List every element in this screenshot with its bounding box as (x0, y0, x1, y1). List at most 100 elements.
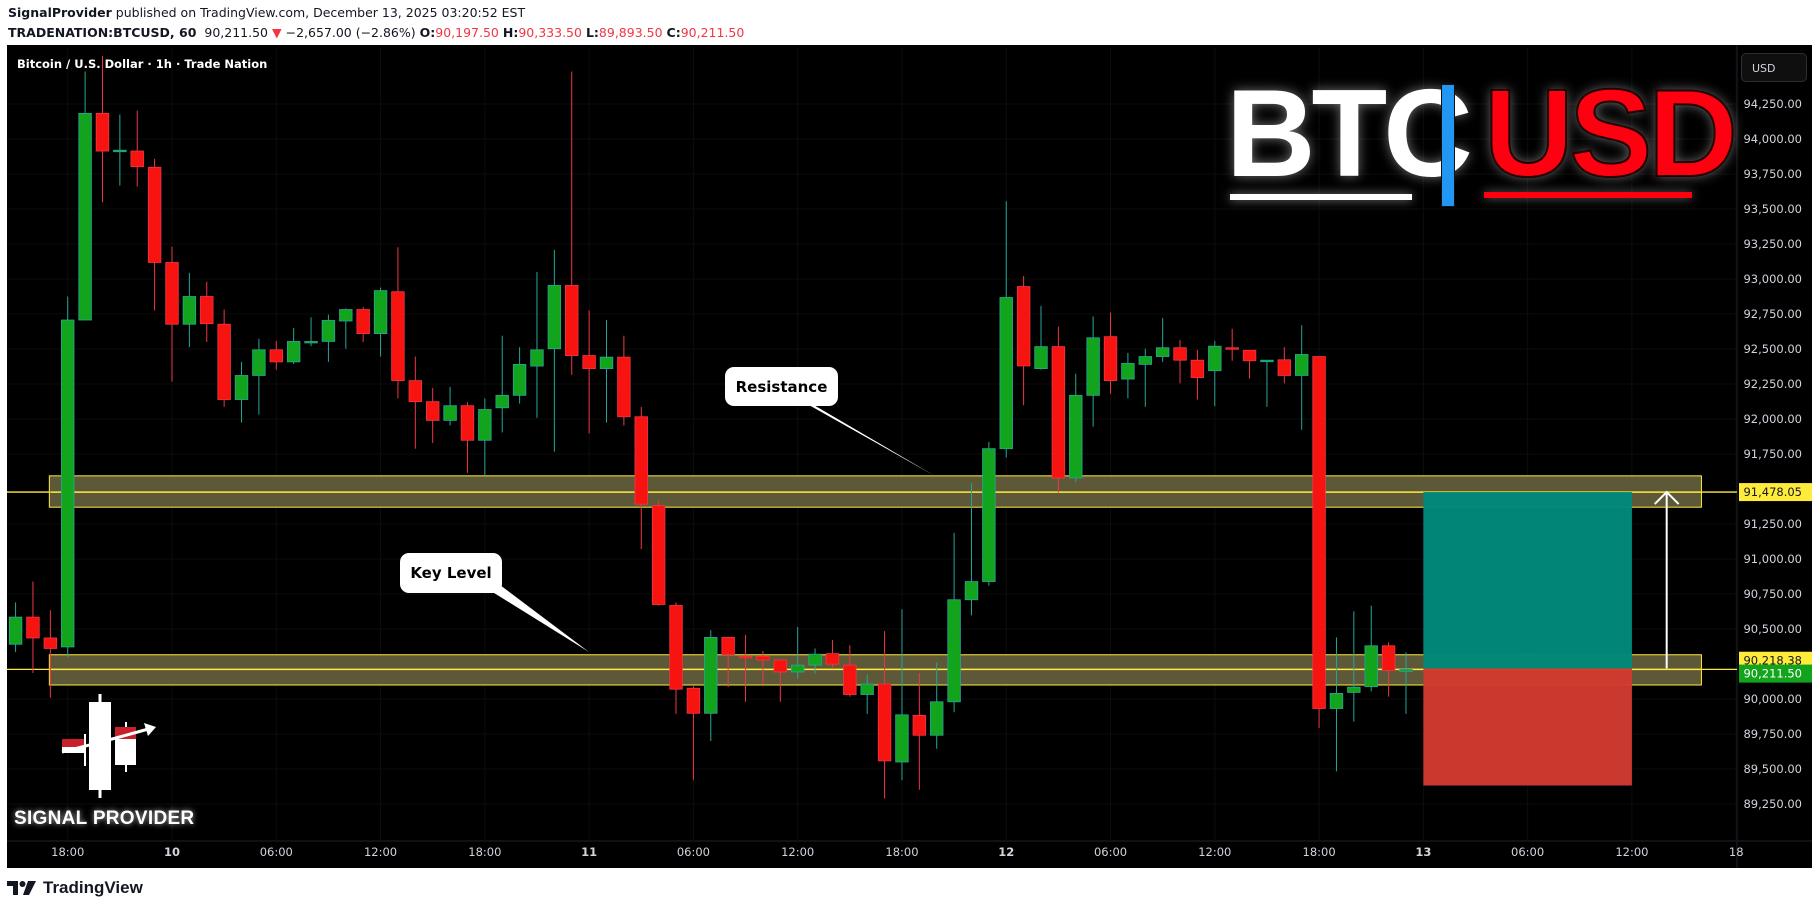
candle-body (26, 616, 40, 639)
candle-body (756, 655, 770, 661)
candle (547, 249, 562, 452)
candle-body (669, 605, 683, 690)
price-tick-label: 93,500.00 (1743, 202, 1802, 216)
logo-divider (1441, 84, 1455, 207)
candle-body (113, 149, 127, 153)
candle-body (478, 409, 492, 441)
current-price-tag-bg (1739, 664, 1812, 683)
candle (877, 631, 892, 799)
candle-body (1069, 394, 1083, 479)
candle (147, 158, 162, 311)
candle (1260, 359, 1274, 407)
candle (478, 398, 492, 476)
price-tick-label: 93,750.00 (1743, 167, 1802, 181)
candle (113, 114, 127, 186)
candle (565, 71, 579, 375)
candle (808, 648, 822, 674)
currency-button[interactable]: USD (1741, 53, 1807, 82)
candle-body (1260, 359, 1274, 363)
candle-body (1208, 345, 1222, 372)
candle-body (286, 341, 301, 363)
candle (669, 602, 683, 714)
candle-body (773, 659, 788, 673)
signal-provider-brand: SIGNAL PROVIDER (14, 808, 195, 829)
candle-body (391, 291, 405, 382)
candle-body (1051, 346, 1066, 479)
candle-body (1016, 286, 1031, 367)
candle-body (443, 405, 457, 421)
candle-body (252, 349, 266, 376)
candle (843, 645, 857, 697)
candle-body (617, 356, 631, 418)
candle (165, 246, 179, 382)
candle-body (704, 637, 718, 714)
candle-body (877, 683, 892, 762)
candle (930, 662, 944, 749)
candle (1399, 652, 1413, 714)
time-tick-label: 12:00 (364, 845, 397, 859)
candle (1347, 611, 1361, 722)
open-label: O: (419, 25, 436, 40)
candle (790, 627, 805, 679)
candle-body (269, 349, 283, 363)
time-tick-label: 18:00 (1303, 845, 1336, 859)
candle-body (860, 683, 874, 695)
time-tick-label: 18 (1729, 845, 1744, 859)
entry-price-tag: 90,218.38 (1743, 654, 1802, 668)
candle (1016, 276, 1031, 406)
price-tick-label: 92,750.00 (1743, 307, 1802, 321)
candle-body (304, 341, 318, 344)
price-tick-label: 91,750.00 (1743, 447, 1802, 461)
price-tick-label: 94,250.00 (1743, 97, 1802, 111)
candle (373, 287, 388, 357)
candle (617, 335, 631, 426)
ohlc-legend: TRADENATION:BTCUSD, 60 90,211.50 ▼ −2,65… (8, 25, 744, 40)
candle-body (1329, 693, 1344, 709)
candle (234, 361, 249, 423)
down-triangle-icon: ▼ (271, 25, 282, 40)
logo-usd-underline (1484, 192, 1692, 198)
price-tick-label: 92,250.00 (1743, 377, 1802, 391)
resistance-callout-pointer (800, 400, 935, 476)
candle-body (460, 405, 475, 441)
candle (756, 651, 770, 685)
candle-body (634, 416, 648, 505)
logo-usd-text: USD (1483, 65, 1739, 203)
candle-body (8, 616, 23, 645)
candle-body (1121, 363, 1135, 380)
candle-body (356, 309, 370, 334)
candle-body (964, 581, 979, 601)
high-label: H: (502, 25, 519, 40)
candle (634, 406, 648, 550)
price-tick-label: 92,000.00 (1743, 412, 1802, 426)
price-tick-label: 92,500.00 (1743, 342, 1802, 356)
time-tick-label: 11 (581, 845, 597, 859)
candle (530, 271, 544, 418)
candle (860, 674, 874, 714)
candle-body (425, 401, 440, 421)
arrow-head-icon (1653, 490, 1680, 505)
candle-body (234, 375, 249, 400)
candle (408, 356, 423, 449)
publish-date: published on TradingView.com, December 1… (115, 5, 526, 20)
candle-body (78, 112, 92, 321)
open-value: 90,197.50 (435, 25, 499, 40)
candle (8, 602, 23, 653)
candle (182, 272, 197, 348)
candle (1034, 305, 1048, 370)
candle (286, 327, 301, 364)
target-zone (1423, 492, 1632, 669)
candle (982, 441, 996, 586)
resistance-callout-text: Resistance (735, 377, 828, 396)
author-name[interactable]: SignalProvider (8, 5, 112, 20)
candle-body (530, 349, 544, 367)
chart-symbol-title: Bitcoin / U.S. Dollar · 1h · Trade Natio… (17, 57, 268, 71)
candle-body (495, 394, 509, 409)
candle (686, 686, 701, 781)
candle-body (982, 448, 996, 582)
tradingview-logo[interactable]: TradingView (7, 878, 143, 898)
candle-body (1242, 349, 1257, 362)
high-value: 90,333.50 (518, 25, 582, 40)
candle-body (808, 653, 822, 666)
